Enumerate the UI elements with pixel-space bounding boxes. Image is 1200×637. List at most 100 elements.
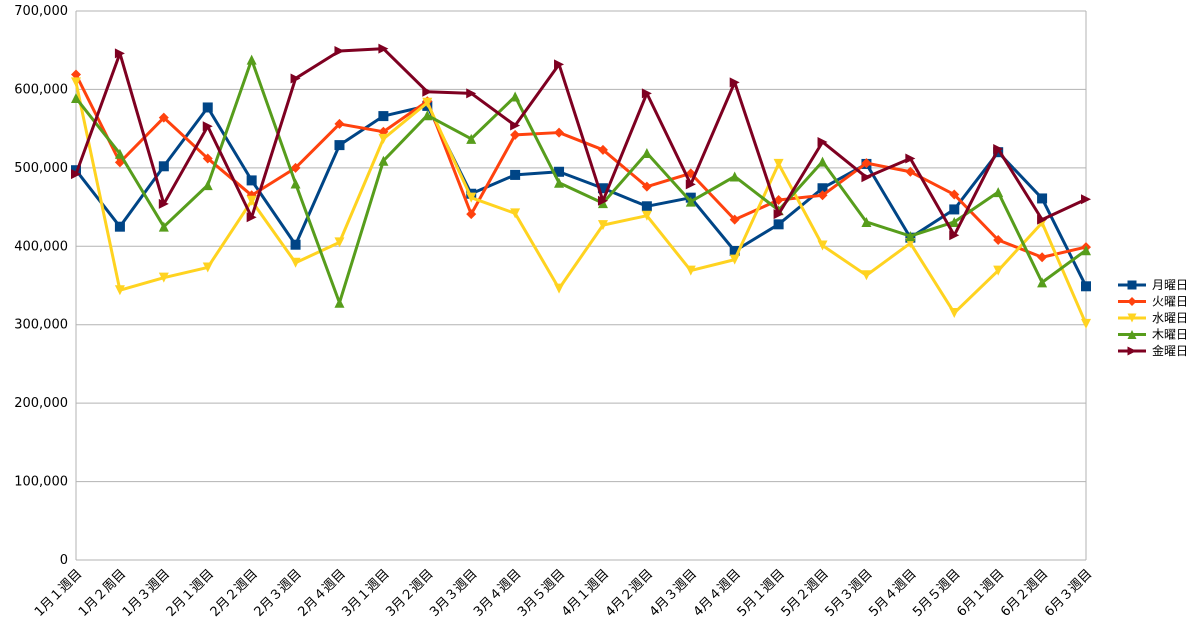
series-line: [74, 47, 1087, 237]
data-point: [466, 133, 477, 144]
y-tick-label: 200,000: [14, 396, 68, 411]
data-point: [861, 158, 872, 169]
data-point: [729, 171, 740, 182]
data-point: [773, 219, 784, 230]
data-point: [510, 169, 521, 180]
data-point: [378, 155, 389, 166]
data-point: [246, 175, 257, 186]
data-point: [817, 136, 828, 147]
legend-marker: [1127, 313, 1137, 323]
data-point: [817, 240, 828, 251]
data-point: [685, 196, 696, 207]
y-tick-label: 0: [60, 553, 68, 568]
data-point: [246, 195, 257, 206]
y-tick-label: 500,000: [14, 161, 68, 176]
data-point: [378, 111, 389, 122]
data-point: [71, 169, 81, 180]
series-line: [74, 73, 1087, 259]
data-point: [641, 201, 652, 212]
data-point: [597, 220, 608, 231]
data-point: [685, 179, 696, 190]
y-axis-tick-labels: 0 100,000 200,000 300,000 400,000 500,000 600,…: [14, 4, 68, 568]
data-point: [114, 221, 125, 232]
data-point: [158, 272, 169, 283]
data-point: [554, 166, 565, 177]
data-point: [202, 180, 213, 191]
data-point: [1081, 194, 1091, 205]
data-point: [949, 216, 960, 227]
data-point: [905, 231, 916, 242]
data-point: [993, 265, 1004, 276]
legend-marker: [1127, 346, 1137, 356]
data-point: [510, 91, 521, 102]
data-point: [1037, 214, 1048, 225]
data-point: [378, 43, 389, 54]
legend-marker: [1127, 297, 1137, 306]
legend-item-1: 月曜日: [1118, 278, 1188, 292]
data-point: [729, 245, 740, 256]
data-point: [597, 195, 608, 206]
legend-item-3: 水曜日: [1118, 311, 1188, 325]
data-point: [246, 212, 257, 223]
series-5: [71, 43, 1091, 241]
legend-label: 水曜日: [1152, 311, 1188, 325]
data-point: [290, 178, 301, 189]
data-point: [949, 230, 960, 241]
data-point: [422, 110, 433, 121]
y-tick-label: 400,000: [14, 239, 68, 254]
x-tick-label: 6月３週目: [1042, 567, 1095, 620]
data-point: [993, 235, 1004, 246]
data-point: [641, 181, 652, 192]
data-point: [510, 120, 521, 131]
data-point: [554, 127, 565, 138]
grid-lines: [75, 10, 1087, 561]
data-point: [641, 88, 652, 99]
data-point: [510, 129, 521, 140]
data-point: [817, 156, 828, 167]
legend-label: 金曜日: [1152, 343, 1188, 358]
data-point: [773, 158, 784, 169]
data-point: [1081, 318, 1091, 329]
series-lines: [71, 43, 1091, 329]
legend-label: 火曜日: [1152, 295, 1188, 309]
data-point: [1081, 281, 1091, 292]
legend-label: 木曜日: [1152, 328, 1188, 342]
data-point: [202, 102, 213, 113]
series-3: [71, 77, 1091, 329]
data-point: [466, 209, 477, 220]
data-point: [1037, 277, 1048, 288]
data-point: [641, 210, 652, 221]
data-point: [1081, 245, 1091, 256]
data-point: [466, 88, 477, 99]
y-tick-label: 600,000: [14, 82, 68, 97]
legend-item-5: 金曜日: [1118, 343, 1188, 358]
data-point: [114, 148, 125, 159]
legend-item-2: 火曜日: [1118, 295, 1188, 309]
series-line: [74, 58, 1087, 305]
legend-label: 月曜日: [1152, 278, 1188, 292]
data-point: [861, 270, 872, 281]
y-tick-label: 300,000: [14, 318, 68, 333]
legend-item-4: 木曜日: [1118, 328, 1188, 342]
data-point: [246, 54, 257, 65]
data-point: [158, 198, 169, 209]
data-point: [817, 183, 828, 194]
series-4: [71, 54, 1091, 308]
legend-marker: [1127, 280, 1137, 290]
data-point: [466, 192, 477, 203]
data-point: [905, 153, 916, 164]
data-point: [861, 216, 872, 227]
data-point: [905, 166, 916, 177]
data-point: [71, 69, 81, 80]
data-point: [993, 187, 1004, 198]
data-point: [729, 214, 740, 225]
data-point: [422, 97, 433, 108]
series-2: [71, 69, 1091, 263]
data-point: [685, 265, 696, 276]
data-point: [334, 140, 345, 151]
y-tick-label: 100,000: [14, 475, 68, 490]
data-point: [1037, 193, 1048, 204]
data-point: [554, 177, 565, 188]
